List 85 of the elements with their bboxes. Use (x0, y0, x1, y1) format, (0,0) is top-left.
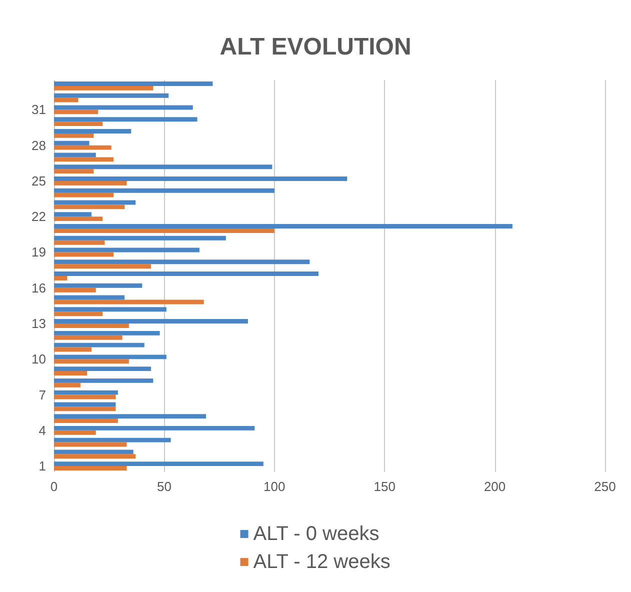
bar (54, 133, 94, 138)
bar (54, 176, 348, 181)
bar (54, 382, 80, 388)
bar (54, 264, 151, 269)
bar (54, 192, 114, 198)
bar (54, 252, 114, 257)
bar (54, 157, 114, 162)
bar (54, 330, 160, 336)
chart-title: ALT EVOLUTION (220, 34, 412, 60)
bar (54, 152, 96, 158)
bar (54, 212, 92, 217)
bar (54, 402, 116, 407)
bar (54, 324, 129, 328)
bar (54, 347, 92, 352)
bar (54, 295, 125, 300)
bar (54, 216, 102, 222)
bar (54, 371, 88, 376)
bar (54, 260, 310, 264)
legend-label: ALT - 0 weeks (253, 523, 380, 545)
bar (54, 86, 154, 90)
bar (54, 319, 248, 324)
bar (54, 180, 127, 186)
x-tick-label: 50 (156, 479, 172, 494)
bar (54, 228, 274, 233)
bar (54, 335, 122, 340)
bar (54, 224, 512, 228)
legend-label: ALT - 12 weeks (253, 551, 390, 573)
x-tick-label: 150 (374, 479, 396, 494)
y-tick-label: 19 (32, 244, 46, 260)
bar (54, 200, 136, 205)
bar (54, 442, 127, 447)
bar (54, 272, 318, 276)
bar (54, 117, 198, 122)
x-tick-label: 200 (484, 479, 506, 494)
y-tick-label: 28 (32, 138, 46, 153)
bar (54, 406, 116, 412)
y-tick-label: 7 (38, 387, 46, 402)
bar (54, 288, 96, 292)
bar (54, 430, 96, 435)
y-tick-label: 16 (32, 280, 46, 296)
y-tick-label: 10 (32, 352, 46, 367)
bar (54, 129, 132, 134)
bar (54, 110, 98, 114)
bar (54, 438, 171, 442)
bar (54, 169, 94, 174)
x-tick-label: 0 (50, 479, 58, 494)
bar (54, 354, 166, 360)
y-tick-label: 1 (38, 458, 46, 474)
bar (54, 240, 105, 245)
x-tick-label: 100 (264, 479, 286, 494)
y-tick-label: 31 (32, 102, 46, 118)
bar (54, 466, 127, 471)
bar (54, 390, 118, 395)
bar (54, 283, 142, 288)
bar (54, 188, 274, 193)
bar (54, 98, 78, 102)
bar (54, 204, 125, 210)
bar (54, 140, 90, 146)
bar (54, 342, 144, 348)
bar (54, 105, 193, 110)
bar (54, 378, 154, 383)
bar (54, 462, 264, 466)
y-tick-label: 25 (32, 173, 46, 188)
bar (54, 300, 204, 304)
bar (54, 450, 134, 454)
bar (54, 145, 112, 150)
y-tick-label: 22 (32, 209, 46, 224)
y-tick-label: 13 (32, 316, 46, 332)
bar (54, 236, 226, 240)
y-tick-label: 4 (38, 422, 46, 438)
bar (54, 122, 102, 126)
bar (54, 307, 166, 312)
bar (54, 454, 136, 459)
bar (54, 164, 272, 170)
bar (54, 418, 118, 423)
bar (54, 414, 206, 419)
bar (54, 312, 102, 316)
bar (54, 81, 213, 86)
bar (54, 276, 68, 280)
bar (54, 366, 151, 372)
bar (54, 426, 255, 430)
bar (54, 93, 169, 98)
x-tick-label: 250 (594, 479, 616, 494)
bar (54, 248, 200, 252)
bar (54, 359, 129, 364)
